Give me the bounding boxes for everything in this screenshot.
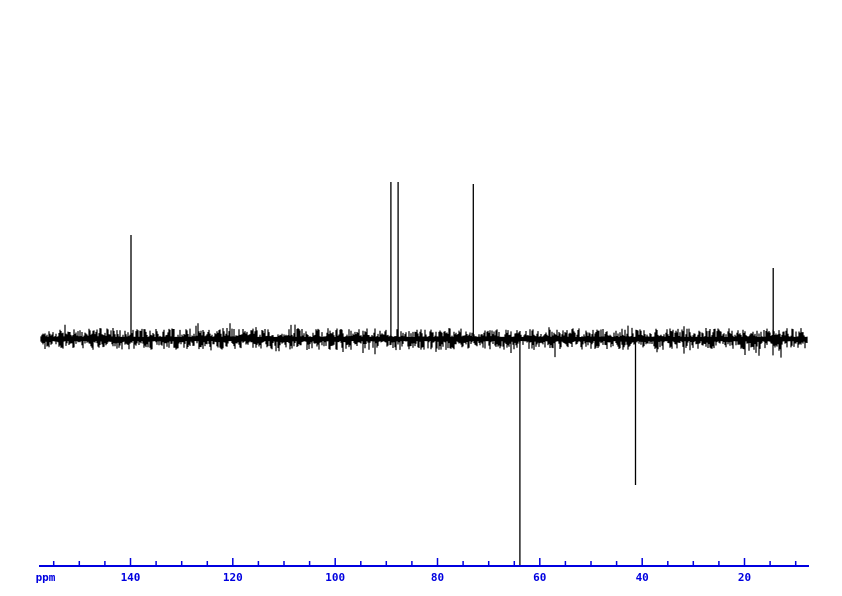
spectrum-noise-trace [40, 323, 808, 358]
axis-tick-label-100: 100 [325, 571, 345, 584]
axis-tick-label-80: 80 [431, 571, 444, 584]
x-axis [39, 558, 809, 567]
axis-tick-label-120: 120 [223, 571, 243, 584]
x-axis-labels: 140 120 100 80 60 40 20 ppm [36, 571, 752, 584]
axis-tick-label-140: 140 [121, 571, 141, 584]
noise-path [40, 323, 808, 358]
axis-unit-label: ppm [36, 571, 56, 584]
axis-tick-label-60: 60 [533, 571, 546, 584]
spectrum-peaks [130, 182, 774, 566]
axis-tick-label-20: 20 [738, 571, 751, 584]
axis-tick-label-40: 40 [636, 571, 649, 584]
